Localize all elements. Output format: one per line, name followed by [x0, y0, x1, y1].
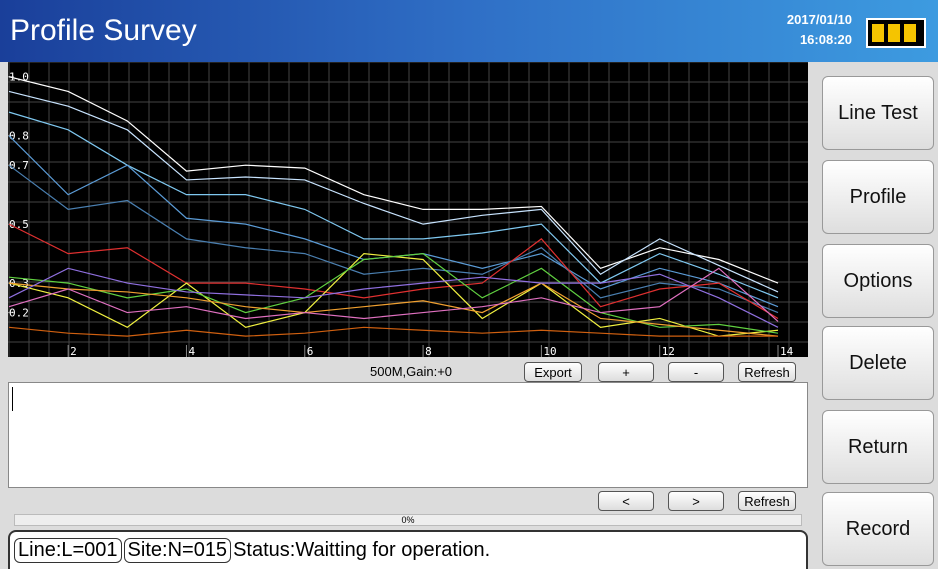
refresh-button[interactable]: Refresh	[738, 491, 796, 511]
refresh-button[interactable]: Refresh	[738, 362, 796, 382]
status-text: Status:Waitting for operation.	[233, 539, 491, 561]
series-line	[8, 252, 779, 334]
zoom-in-button[interactable]: +	[598, 362, 654, 382]
x-tick-label: 4	[188, 345, 195, 357]
next-button[interactable]: >	[668, 491, 724, 511]
chart: 2 4 6 8 10 12 141.00.80.70.50.30.2	[8, 62, 808, 357]
series-line	[8, 282, 779, 337]
series-line	[8, 326, 778, 337]
side-button[interactable]: Record	[822, 492, 934, 566]
site-tag: Site:N=015	[123, 538, 232, 563]
title: Profile Survey	[10, 14, 197, 47]
chart-info: 500M,Gain:+0	[370, 364, 453, 379]
y-tick-label: 0.7	[9, 159, 29, 172]
side-button[interactable]: Line Test	[822, 76, 934, 150]
series-line	[8, 267, 779, 328]
series-line	[8, 164, 779, 314]
y-tick-label: 0.8	[9, 130, 29, 143]
zoom-out-button[interactable]: -	[668, 362, 724, 382]
x-tick-label: 10	[543, 345, 556, 357]
title-bar: Profile Survey 2017/01/10 16:08:20	[0, 0, 938, 62]
date: 2017/01/10	[786, 12, 852, 27]
export-button[interactable]: Export	[524, 362, 582, 382]
side-button[interactable]: Options	[822, 244, 934, 318]
progress-bar: 0%	[14, 514, 802, 526]
series-line	[8, 267, 779, 322]
x-tick-label: 8	[425, 345, 432, 357]
side-button[interactable]: Delete	[822, 326, 934, 400]
line-tag: Line:L=001	[14, 538, 122, 563]
time: 16:08:20	[799, 32, 852, 47]
side-button[interactable]: Profile	[822, 160, 934, 234]
y-tick-label: 0.5	[9, 218, 29, 231]
caret	[12, 387, 13, 411]
x-tick-label: 2	[70, 345, 77, 357]
series-line	[8, 111, 779, 299]
prev-button[interactable]: <	[598, 491, 654, 511]
series-line	[8, 223, 779, 319]
x-tick-label: 12	[662, 345, 675, 357]
series-line	[8, 90, 779, 293]
x-tick-label: 14	[780, 345, 794, 357]
text-area[interactable]	[8, 382, 808, 488]
battery-icon	[866, 18, 926, 48]
y-tick-label: 0.2	[9, 307, 29, 320]
x-tick-label: 6	[307, 345, 314, 357]
side-button[interactable]: Return	[822, 410, 934, 484]
series-line	[8, 76, 779, 284]
status-bar: Line:L=001 Site:N=015 Status:Waitting fo…	[8, 530, 808, 569]
